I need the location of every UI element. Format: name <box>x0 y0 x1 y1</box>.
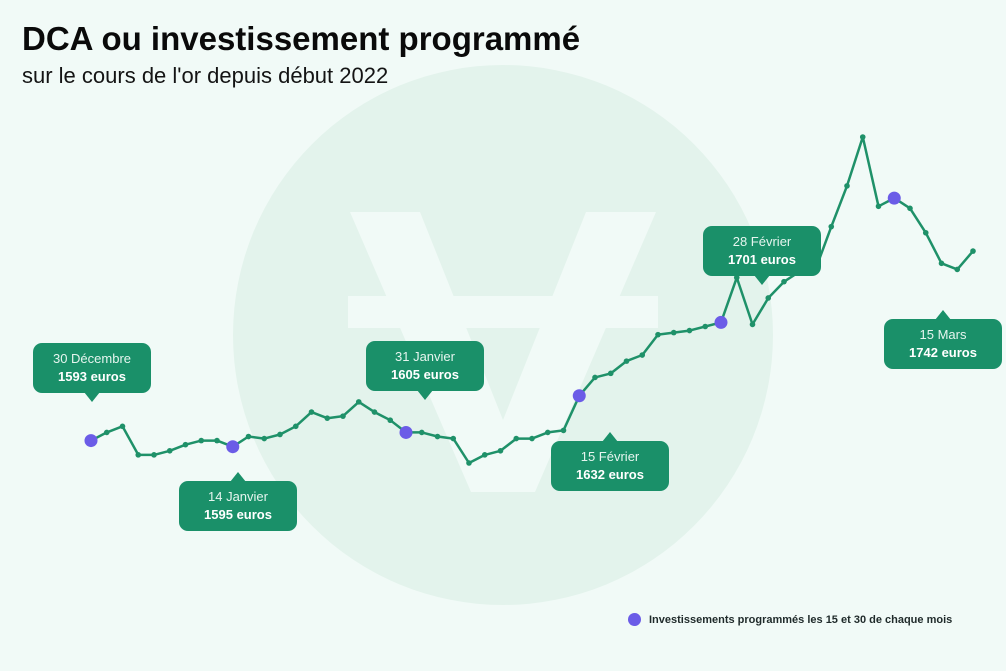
price-point <box>592 374 598 381</box>
price-point <box>702 323 709 330</box>
price-point <box>749 321 756 328</box>
price-point <box>166 447 173 454</box>
legend-marker-icon <box>628 613 641 626</box>
callout-15-fevrier: 15 Février 1632 euros <box>551 432 669 491</box>
price-point <box>907 205 913 212</box>
price-point <box>623 358 630 364</box>
price-point <box>859 134 866 140</box>
callout-date: 28 Février <box>732 234 792 249</box>
price-point <box>844 183 850 189</box>
callout-value: 1632 euros <box>576 467 644 482</box>
investment-marker <box>572 389 586 403</box>
price-point <box>355 399 362 405</box>
price-point <box>151 452 157 458</box>
price-point <box>513 435 520 442</box>
background-circle <box>233 65 773 605</box>
price-point <box>765 295 772 301</box>
callout-date: 15 Février <box>580 449 640 464</box>
price-point <box>954 266 961 273</box>
callout-31-janvier: 31 Janvier 1605 euros <box>366 341 484 400</box>
price-point <box>828 223 835 230</box>
price-point <box>371 409 378 415</box>
callout-15-mars: 15 Mars 1742 euros <box>884 310 1002 369</box>
price-point <box>481 452 488 458</box>
callout-value: 1742 euros <box>909 345 977 360</box>
callout-value: 1701 euros <box>728 252 796 267</box>
callout-date: 30 Décembre <box>52 351 132 366</box>
price-point <box>497 447 504 454</box>
price-point <box>245 433 252 440</box>
price-point <box>324 415 331 421</box>
price-point <box>119 423 126 430</box>
chart-subtitle: sur le cours de l'or depuis début 2022 <box>22 63 389 88</box>
background-watermark <box>233 65 773 605</box>
callout-value: 1595 euros <box>204 507 272 522</box>
price-point <box>686 327 693 334</box>
price-point <box>560 427 567 434</box>
price-point <box>607 370 614 377</box>
price-point <box>340 413 346 419</box>
price-point <box>655 331 661 338</box>
price-point <box>544 429 551 436</box>
price-point <box>277 431 283 438</box>
investment-markers <box>84 191 901 454</box>
callout-date: 31 Janvier <box>395 349 455 364</box>
price-point <box>670 329 677 336</box>
callout-pointer <box>84 392 100 402</box>
callout-14-janvier: 14 Janvier 1595 euros <box>179 472 297 531</box>
price-point <box>529 435 535 442</box>
price-point <box>781 278 787 285</box>
chart-title: DCA ou investissement programmé <box>22 20 581 57</box>
investment-marker <box>714 315 728 329</box>
callout-date: 15 Mars <box>919 327 967 342</box>
callout-pointer <box>754 275 770 285</box>
callout-value: 1593 euros <box>58 369 126 384</box>
gold-currency-symbol-icon <box>348 212 658 492</box>
investment-marker <box>84 434 98 448</box>
investment-marker <box>887 191 901 205</box>
legend: Investissements programmés les 15 et 30 … <box>628 613 952 626</box>
callout-28-fevrier: 28 Février 1701 euros <box>703 226 821 285</box>
price-point <box>387 417 394 424</box>
investment-marker <box>226 440 240 454</box>
price-point <box>466 460 472 466</box>
price-point <box>434 433 441 440</box>
callout-pointer <box>935 310 951 320</box>
callout-pointer <box>602 432 618 442</box>
price-point <box>875 203 882 210</box>
price-point <box>198 437 205 444</box>
callout-pointer <box>417 390 433 400</box>
callout-date: 14 Janvier <box>208 489 268 504</box>
price-point <box>970 248 976 254</box>
price-point <box>135 452 142 458</box>
price-point <box>733 274 740 281</box>
price-point <box>639 352 646 358</box>
price-point <box>938 260 945 267</box>
price-point <box>261 435 268 442</box>
price-point <box>103 429 110 436</box>
callout-30-decembre: 30 Décembre 1593 euros <box>33 343 151 402</box>
callout-pointer <box>230 472 246 482</box>
price-point <box>182 441 189 448</box>
price-point <box>450 435 457 442</box>
price-point <box>214 437 220 444</box>
price-point <box>292 423 299 430</box>
legend-label: Investissements programmés les 15 et 30 … <box>649 613 953 626</box>
callout-value: 1605 euros <box>391 367 459 382</box>
price-point <box>922 229 929 236</box>
price-point <box>418 429 425 436</box>
investment-marker <box>399 425 413 439</box>
price-point <box>308 409 315 415</box>
